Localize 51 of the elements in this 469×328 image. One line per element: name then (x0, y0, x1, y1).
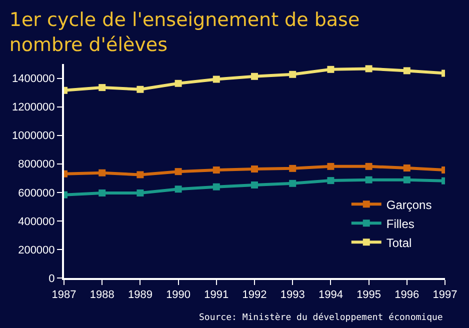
y-tick-label: 200000 (18, 244, 55, 256)
point (251, 72, 258, 80)
legend-label: Garçons (386, 198, 432, 212)
point (212, 183, 220, 190)
x-tick-label: 1996 (394, 289, 420, 302)
point (174, 186, 182, 193)
point (289, 180, 296, 187)
point (365, 162, 372, 170)
source-note: Source: Ministère du développement économique (199, 312, 443, 323)
y-tick-label: 400000 (18, 216, 55, 228)
point (212, 166, 220, 174)
y-tick-label: 1200000 (12, 102, 55, 114)
y-tick-label: 1400000 (12, 73, 55, 86)
point (136, 86, 144, 93)
legend-label: Filles (386, 216, 414, 231)
x-tick-label: 1994 (318, 289, 343, 302)
point (403, 67, 410, 74)
point (289, 70, 296, 78)
point (174, 168, 182, 176)
x-tick-label: 1995 (356, 289, 382, 302)
point (403, 164, 410, 172)
x-tick-label: 1991 (204, 289, 229, 302)
point (98, 84, 106, 92)
chart-title: 1er cycle de l'enseignement de base nombre d'élèves (9, 9, 360, 56)
point (136, 189, 144, 196)
point (365, 65, 372, 72)
x-tick-label: 1997 (432, 289, 458, 302)
point (327, 162, 334, 170)
point (251, 166, 258, 172)
x-tick-label: 1992 (242, 289, 267, 302)
legend-label: Total (386, 236, 412, 250)
y-tick-label: 0 (48, 272, 55, 285)
point (289, 164, 296, 172)
point (403, 176, 410, 184)
point (98, 169, 106, 176)
point (365, 176, 372, 184)
x-tick-label: 1987 (52, 289, 76, 302)
x-tick-label: 1988 (90, 289, 114, 302)
x-tick-label: 1990 (166, 289, 191, 302)
x-tick-label: 1989 (128, 289, 152, 302)
point (251, 181, 258, 188)
point (98, 189, 106, 196)
y-tick-label: 800000 (18, 158, 55, 171)
y-tick-label: 1000000 (12, 130, 55, 142)
x-tick-label: 1993 (280, 289, 305, 302)
point (174, 80, 182, 87)
point (327, 66, 334, 73)
point (327, 177, 334, 184)
y-tick-label: 600000 (18, 187, 55, 200)
point (212, 76, 220, 83)
point (136, 171, 144, 178)
